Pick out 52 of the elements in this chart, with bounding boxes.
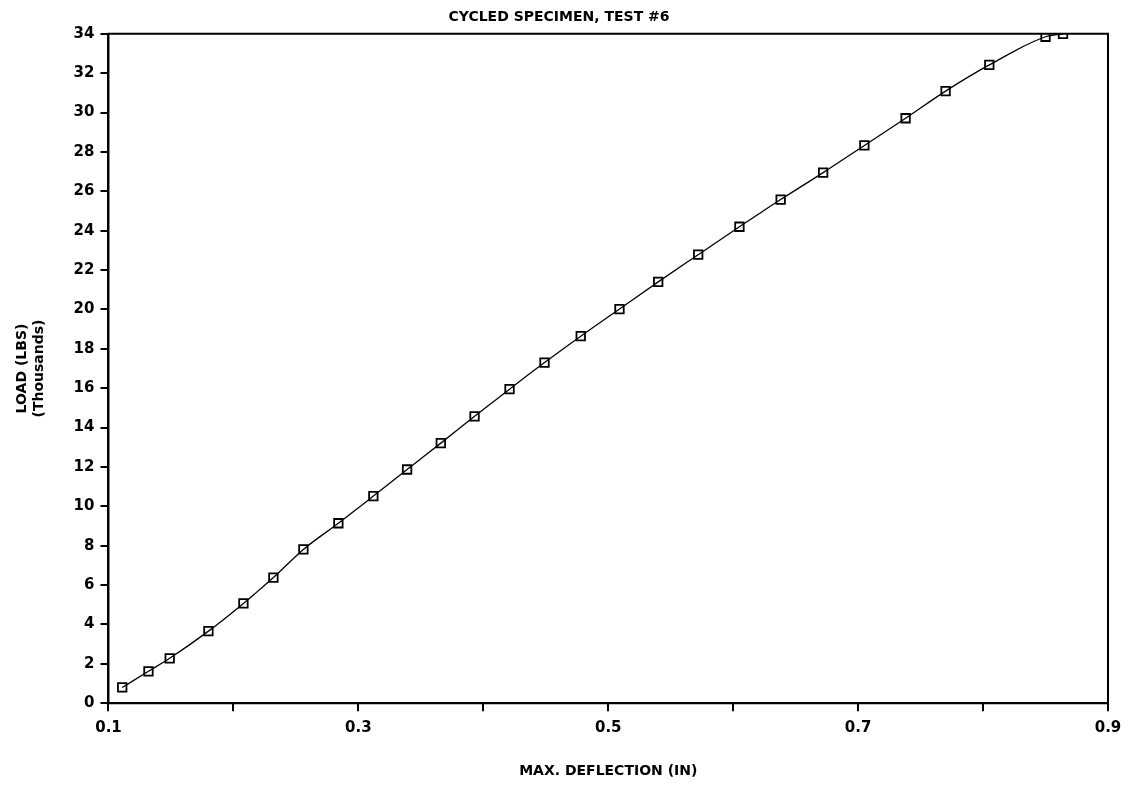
- point: [469, 411, 480, 422]
- chart-title: CYCLED SPECIMEN, TEST #6: [448, 8, 670, 25]
- point: [117, 682, 128, 693]
- point: [734, 221, 745, 232]
- point: [539, 357, 550, 368]
- point: [693, 249, 704, 260]
- point: [238, 598, 249, 609]
- y-tick-label: 6: [84, 574, 95, 593]
- y-tick-label: 10: [73, 496, 95, 515]
- point: [859, 140, 870, 151]
- point: [368, 490, 379, 502]
- point: [984, 59, 995, 71]
- point: [653, 276, 664, 288]
- y-tick-label: 4: [84, 614, 95, 633]
- y-tick-label: 18: [73, 338, 95, 357]
- y-tick-label: 24: [73, 220, 95, 239]
- y-tick-label: 34: [73, 23, 95, 42]
- x-axis-title: MAX. DEFLECTION (IN): [519, 762, 698, 779]
- point: [817, 167, 829, 178]
- y-tick-label: 20: [73, 299, 95, 318]
- y-tick-label: 30: [73, 102, 95, 121]
- x-tick-label: 0.3: [345, 718, 372, 737]
- point: [504, 384, 515, 395]
- point: [298, 544, 309, 555]
- point: [401, 464, 413, 475]
- x-tick-label: 0.9: [1094, 718, 1122, 737]
- y-tick-label: 28: [73, 141, 95, 160]
- x-tick-label: 0.1: [95, 718, 122, 737]
- y-tick-label: 2: [84, 653, 95, 672]
- point: [203, 626, 214, 637]
- y-tick-label: 16: [73, 378, 95, 397]
- point: [575, 331, 586, 342]
- y-tick-label: 0: [84, 693, 95, 712]
- y-tick-label: 8: [84, 535, 95, 554]
- point: [143, 666, 154, 677]
- point: [614, 303, 625, 315]
- y-axis-title: LOAD (LBS) (Thousands): [13, 319, 46, 418]
- y-tick-label: 32: [73, 63, 95, 82]
- point: [333, 518, 344, 529]
- y-tick-label: 26: [73, 181, 95, 200]
- point: [435, 437, 446, 449]
- y-tick-label: 12: [73, 456, 95, 475]
- point: [900, 113, 911, 124]
- point: [164, 653, 175, 664]
- x-tick-label: 0.7: [844, 718, 872, 737]
- x-tick-label: 0.5: [594, 718, 622, 737]
- point: [940, 85, 951, 97]
- point: [268, 572, 279, 583]
- point: [775, 194, 786, 205]
- point: [1040, 33, 1051, 42]
- y-tick-label: 22: [73, 259, 95, 278]
- y-tick-label: 14: [73, 417, 95, 436]
